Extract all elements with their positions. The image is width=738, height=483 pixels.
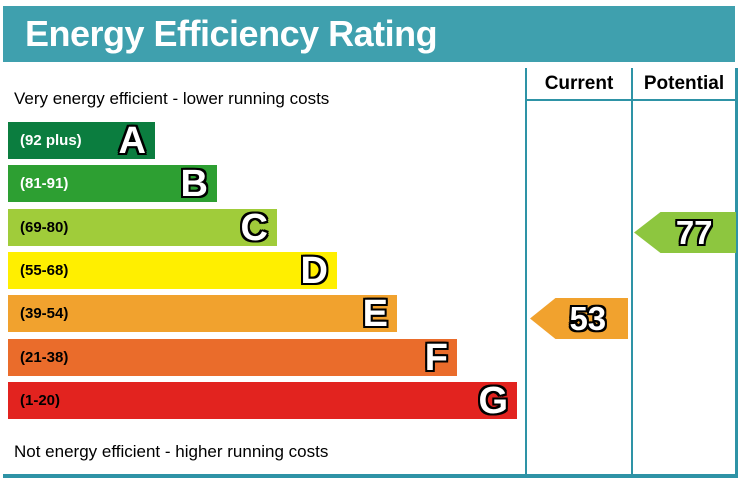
current-rating-arrow: 53 xyxy=(530,298,628,339)
band-letter: C xyxy=(240,207,268,249)
column-header-potential: Potential xyxy=(643,73,725,94)
band-letter: D xyxy=(300,250,328,292)
band-letter: B xyxy=(180,163,208,205)
band-range-label: (92 plus) xyxy=(20,132,82,149)
band-letter: G xyxy=(478,380,508,422)
table-border-line xyxy=(3,474,738,478)
rating-band: (69-80) C xyxy=(8,207,277,249)
rating-band: (21-38) F xyxy=(8,337,457,379)
bottom-note: Not energy efficient - higher running co… xyxy=(14,442,329,461)
band-range-label: (1-20) xyxy=(20,392,61,409)
rating-band: (55-68) D xyxy=(8,250,337,292)
current-rating-value: 53 xyxy=(569,299,607,337)
title-bar: Energy Efficiency Rating xyxy=(3,6,735,62)
potential-rating-arrow: 77 xyxy=(634,212,736,253)
table-border-line xyxy=(631,68,633,477)
band-letter: E xyxy=(362,293,388,335)
rating-band: (1-20) G xyxy=(8,380,517,422)
band-range-label: (21-38) xyxy=(20,349,69,366)
page-title: Energy Efficiency Rating xyxy=(25,13,438,54)
band-range-label: (39-54) xyxy=(20,305,69,322)
band-letter: F xyxy=(424,337,448,379)
potential-rating-value: 77 xyxy=(675,213,713,251)
band-range-label: (81-91) xyxy=(20,175,69,192)
top-note: Very energy efficient - lower running co… xyxy=(14,89,330,108)
rating-band: (81-91) B xyxy=(8,163,217,205)
table-border-line xyxy=(525,68,527,477)
band-letter: A xyxy=(118,120,146,162)
rating-band: (39-54) E xyxy=(8,293,397,335)
column-header-current: Current xyxy=(544,73,614,94)
table-border-line xyxy=(735,68,738,477)
band-range-label: (69-80) xyxy=(20,219,69,236)
rating-band: (92 plus) A xyxy=(8,120,155,162)
band-range-label: (55-68) xyxy=(20,262,69,279)
table-border-line xyxy=(525,99,738,101)
